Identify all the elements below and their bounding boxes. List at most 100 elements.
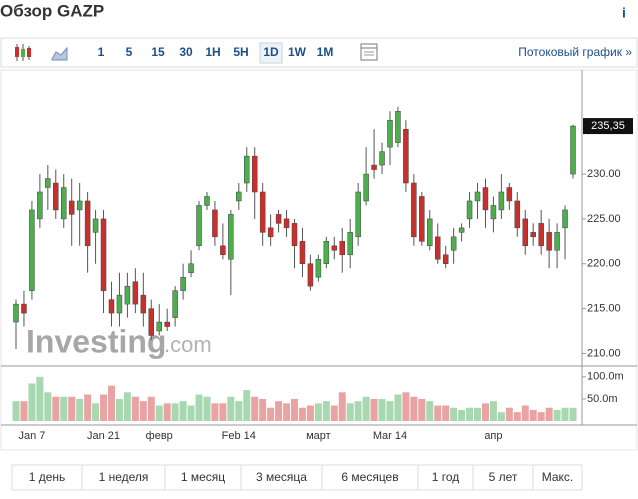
- candle-body: [84, 200, 91, 247]
- volume-bar: [36, 376, 44, 421]
- candle-body: [164, 321, 170, 327]
- candle-body: [172, 290, 178, 318]
- range-button[interactable]: [472, 464, 534, 491]
- info-button[interactable]: i: [622, 5, 626, 21]
- volume-bar: [203, 396, 211, 421]
- candle-body: [434, 236, 441, 260]
- stream-link[interactable]: Потоковый график »: [518, 45, 632, 59]
- interval-button[interactable]: 15: [151, 45, 165, 59]
- candle-body: [379, 151, 385, 166]
- candle-body: [148, 308, 155, 336]
- volume-bar: [410, 396, 418, 421]
- range-button[interactable]: [532, 464, 583, 491]
- volume-bar: [12, 401, 20, 421]
- candle-body: [251, 155, 258, 193]
- volume-bar: [52, 396, 60, 421]
- volume-bar: [497, 412, 505, 421]
- candle-body: [522, 218, 529, 247]
- candle-body: [116, 294, 123, 314]
- layout-icon[interactable]: [360, 43, 378, 61]
- volume-bar: [147, 396, 155, 421]
- candle-body: [466, 200, 473, 220]
- candle-body: [546, 232, 552, 251]
- candle-body: [323, 241, 330, 264]
- volume-bar: [219, 403, 227, 421]
- range-button[interactable]: [164, 464, 242, 491]
- volume-bar: [163, 403, 171, 421]
- candle-body: [132, 281, 139, 305]
- volume-bar: [44, 392, 52, 421]
- candle-body: [482, 187, 489, 211]
- area-icon[interactable]: [51, 46, 68, 61]
- range-label[interactable]: Макс.: [542, 470, 574, 484]
- candle-body: [514, 200, 521, 229]
- candle-body: [538, 223, 544, 247]
- volume-bar: [100, 394, 108, 421]
- interval-button[interactable]: 30: [179, 45, 193, 59]
- range-label[interactable]: 5 лет: [489, 470, 518, 484]
- candle-body: [212, 209, 218, 238]
- volume-bar: [179, 401, 187, 421]
- range-label[interactable]: 1 месяц: [181, 470, 225, 484]
- candle-body: [570, 125, 576, 175]
- volume-bar: [537, 412, 545, 421]
- volume-bar: [139, 401, 147, 421]
- volume-bar: [458, 409, 466, 421]
- range-label[interactable]: 6 месяцев: [341, 470, 398, 484]
- volume-bar: [418, 398, 426, 421]
- candle-body: [21, 303, 27, 314]
- volume-bar: [322, 401, 330, 421]
- candle-body: [315, 259, 322, 278]
- candle-body: [188, 263, 194, 273]
- candle-body: [53, 182, 59, 211]
- interval-button[interactable]: 5H: [233, 45, 248, 59]
- candle-body: [29, 209, 35, 291]
- volume-bar: [370, 398, 378, 421]
- volume-bar: [330, 405, 338, 421]
- range-button[interactable]: [11, 464, 83, 491]
- volume-bar: [115, 398, 123, 421]
- x-tick-label: Mar 14: [373, 430, 407, 442]
- candle-body: [259, 191, 266, 233]
- x-tick-label: февр: [146, 430, 173, 442]
- interval-button[interactable]: 5: [126, 45, 133, 59]
- candle-body: [156, 321, 162, 332]
- volume-bar: [394, 394, 402, 421]
- y-tick-label: 225.00: [587, 213, 621, 225]
- last-price-box: [583, 118, 633, 135]
- candle-body: [275, 214, 282, 224]
- candle-body: [458, 227, 465, 233]
- interval-button[interactable]: 1D: [263, 45, 279, 59]
- volume-bar: [386, 401, 394, 421]
- interval-button[interactable]: 1M: [317, 45, 334, 59]
- volume-bar: [561, 407, 569, 421]
- volume-bar: [314, 403, 322, 421]
- candle-body: [403, 128, 409, 184]
- interval-button[interactable]: 1W: [288, 45, 307, 59]
- x-tick-label: Jan 7: [18, 430, 45, 442]
- range-label[interactable]: 3 месяца: [256, 470, 307, 484]
- volume-bar: [227, 396, 235, 421]
- range-label[interactable]: 1 день: [29, 470, 66, 484]
- volume-bar: [569, 407, 577, 421]
- candle-body: [76, 200, 83, 211]
- range-button[interactable]: [321, 464, 419, 491]
- range-label[interactable]: 1 неделя: [99, 470, 149, 484]
- candle-body: [427, 218, 433, 247]
- candle-body: [124, 285, 131, 305]
- range-label[interactable]: 1 год: [432, 470, 460, 484]
- candle-body: [419, 196, 425, 242]
- interval-button[interactable]: 1H: [205, 45, 220, 59]
- volume-bar: [513, 412, 521, 421]
- volume-bar: [68, 396, 76, 421]
- candle-body: [236, 191, 242, 202]
- candle-body: [68, 200, 75, 215]
- volume-bar: [92, 403, 100, 421]
- candle-icon[interactable]: [15, 44, 31, 61]
- x-tick-label: Feb 14: [222, 430, 256, 442]
- volume-bar: [195, 394, 203, 421]
- candle-body: [490, 205, 497, 220]
- volume-bar: [489, 401, 497, 421]
- candle-body: [283, 218, 290, 229]
- interval-button[interactable]: 1: [98, 45, 105, 59]
